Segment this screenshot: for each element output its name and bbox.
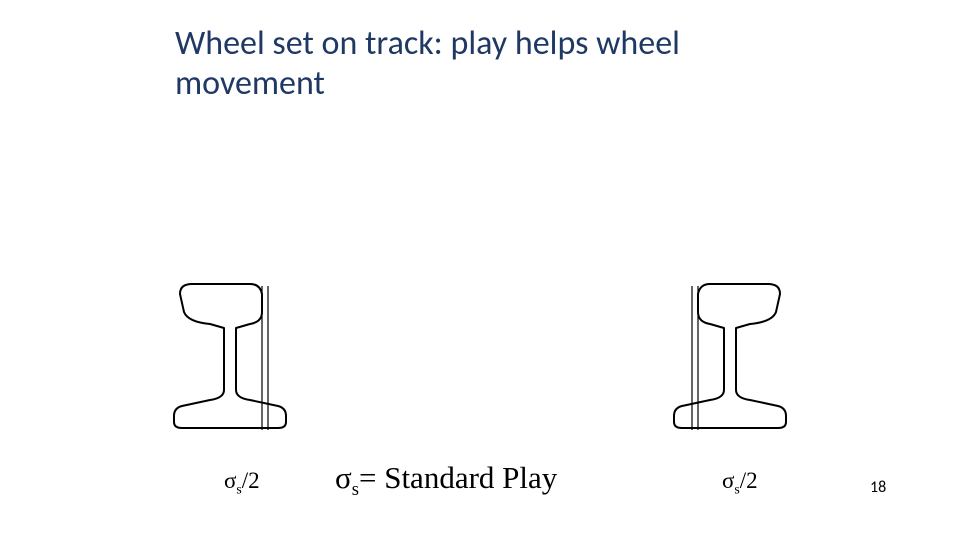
page-number: 18: [870, 478, 886, 497]
sigma-half-left-label: σs/2: [224, 468, 260, 498]
rail-left: [170, 282, 290, 432]
sigma-half-right-label: σs/2: [722, 468, 758, 498]
sigma-standard-play-label: σs= Standard Play: [335, 460, 557, 501]
rail-right: [670, 282, 790, 432]
slide-title: Wheel set on track: play helps wheel mov…: [175, 24, 795, 104]
slide-container: Wheel set on track: play helps wheel mov…: [0, 0, 960, 540]
